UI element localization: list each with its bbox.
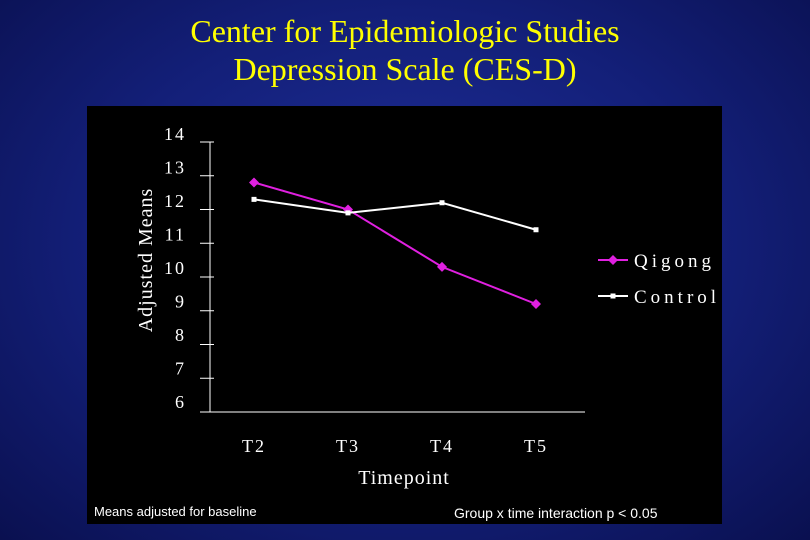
y-axis-title: Adjusted Means: [135, 188, 157, 333]
y-tick-label: 13: [164, 158, 186, 178]
y-tick-label: 6: [175, 392, 186, 412]
series-lines: [249, 177, 541, 309]
y-tick-label: 7: [175, 359, 186, 379]
y-tick-label: 9: [175, 292, 186, 312]
title-line-2: Depression Scale (CES-D): [233, 51, 577, 87]
series-line-control: [253, 198, 537, 231]
x-tick-label: T4: [430, 436, 454, 456]
data-point-qigong: [249, 177, 259, 188]
y-tick-label: 10: [164, 258, 186, 278]
y-tick-labels: 14 13 12 11 10 9 8 7 6: [164, 124, 186, 412]
data-point-control: [439, 200, 445, 206]
axes: [200, 141, 585, 413]
x-tick-label: T5: [524, 436, 548, 456]
legend-marker-control: [610, 293, 616, 299]
x-tick-labels: T2 T3 T4 T5: [242, 436, 548, 456]
x-tick-label: T3: [336, 436, 360, 456]
legend-label-control: Control: [634, 287, 720, 308]
y-tick-label: 14: [164, 124, 186, 144]
chart-panel: [87, 106, 722, 524]
footnote-interaction: Group x time interaction p < 0.05: [454, 505, 658, 521]
title-line-1: Center for Epidemiologic Studies: [190, 13, 620, 49]
legend-marker-qigong: [608, 255, 618, 265]
y-tick-label: 11: [165, 225, 186, 245]
slide-title: Center for Epidemiologic Studies Depress…: [0, 12, 810, 88]
legend-label-qigong: Qigong: [634, 251, 715, 272]
data-point-qigong: [531, 299, 541, 309]
series-line-qigong: [253, 181, 537, 305]
data-point-control: [533, 227, 539, 233]
y-tick-label: 8: [175, 325, 186, 345]
y-tick-label: 12: [164, 191, 186, 211]
x-axis-title: Timepoint: [358, 467, 450, 489]
legend: Qigong Control: [598, 251, 720, 308]
x-tick-label: T2: [242, 436, 266, 456]
data-point-qigong: [437, 261, 447, 272]
data-point-control: [345, 210, 351, 216]
data-point-control: [251, 196, 257, 202]
footnote-baseline: Means adjusted for baseline: [94, 504, 257, 519]
